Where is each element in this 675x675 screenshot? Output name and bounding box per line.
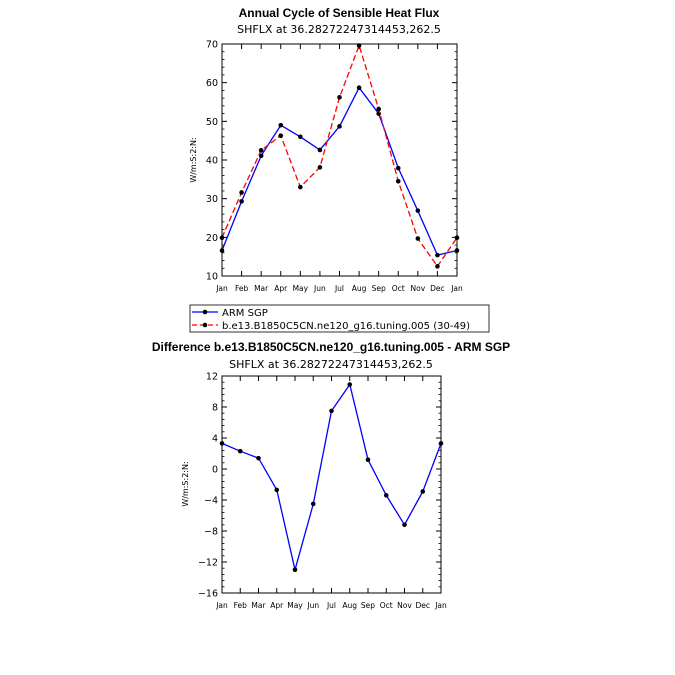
chart2-series-0-point (219, 441, 225, 446)
chart1-series-1-point (435, 264, 440, 269)
chart2-ytick-label: 12 (206, 372, 218, 383)
chart1-xtick-label: Nov (411, 284, 426, 293)
chart1-series-1-point (317, 165, 323, 170)
chart1-series-1-point (239, 190, 244, 195)
chart1-series-1-point (337, 95, 342, 100)
chart1-series-1-point (298, 184, 303, 190)
chart2-xtick-label: Oct (380, 601, 393, 610)
chart2-xtick-label: Apr (270, 601, 284, 610)
chart2-series-0-point (383, 493, 389, 498)
chart2-subtitle: SHFLX at 36.28272247314453,262.5 (229, 358, 433, 371)
chart2-plot-area: −16 −12 −8 −4 0 4 8 12 Jan Feb Mar Apr May Jun Jul Aug S… (198, 372, 447, 611)
chart2-xtick-label: Sep (361, 601, 375, 610)
chart2-series-0-point (329, 408, 334, 414)
chart2-xtick-label: Aug (342, 601, 357, 610)
chart1-series-1-point (376, 106, 381, 112)
chart1-xtick-label: Sep (372, 284, 386, 293)
chart2-ytick-label: −8 (204, 527, 218, 538)
chart1-series-0-point (454, 248, 460, 253)
chart2-series-0-point (402, 522, 407, 528)
chart2-xtick-label: Jan (434, 601, 447, 610)
chart1-legend: ARM SGP b.e13.B1850C5CN.ne120_g16.tuning… (189, 304, 490, 333)
chart1-series-0-point (395, 165, 401, 171)
chart1-xtick-label: Aug (352, 284, 367, 293)
chart2-y-axis-label: W/m:S:2:N: (181, 461, 190, 506)
chart1-series-0-point (278, 122, 284, 128)
chart1-xtick-label: Dec (430, 284, 445, 293)
chart1-series-line-0 (221, 87, 458, 256)
chart2-xtick-label: Feb (234, 601, 248, 610)
chart2-xtick-label: Jan (215, 601, 228, 610)
chart2-ytick-label: −16 (198, 589, 218, 600)
chart2-ytick-label: −12 (198, 558, 218, 569)
chart1-series-0-point (298, 134, 303, 140)
chart1-xtick-label: Jul (334, 284, 344, 293)
legend-marker-model (202, 322, 208, 328)
chart2-xtick-label: Mar (251, 601, 266, 610)
chart1-series-0-point (317, 147, 323, 153)
chart1-xtick-label: Apr (274, 284, 288, 293)
chart1-series-1-point (258, 148, 264, 153)
chart1-series-0-point (258, 153, 264, 159)
chart2-series-0-point (438, 441, 444, 446)
chart1-xtick-label: Oct (392, 284, 405, 293)
chart1-series-0-point (415, 208, 421, 213)
chart2-series-0-point (365, 457, 371, 463)
chart2-xtick-label: May (287, 601, 303, 610)
legend-label-model: b.e13.B1850C5CN.ne120_g16.tuning.005 (30… (222, 321, 470, 332)
chart2-title: Difference b.e13.B1850C5CN.ne120_g16.tun… (152, 340, 510, 354)
chart2-xtick-label: Nov (397, 601, 412, 610)
chart1-series-1-point (219, 235, 225, 241)
chart1-xtick-label: Jan (450, 284, 463, 293)
chart2-xtick-label: Dec (415, 601, 430, 610)
chart1-series-0-point (356, 85, 362, 90)
chart2-ytick-label: 8 (212, 403, 218, 414)
chart2-series-0-point (310, 501, 316, 507)
legend-frame (189, 304, 490, 333)
chart1-series-1-point (454, 235, 460, 241)
chart1-series-0-point (219, 248, 225, 253)
chart1-ytick-label: 60 (206, 78, 218, 89)
chart1-series-1-point (415, 236, 421, 241)
chart2-series-0-point (274, 487, 280, 493)
chart1-ytick-label: 30 (206, 194, 218, 205)
legend-marker-arm-sgp (202, 309, 208, 315)
legend-label-arm-sgp: ARM SGP (222, 308, 268, 319)
chart2-xtick-label: Jun (306, 601, 319, 610)
chart1-xtick-label: May (293, 284, 309, 293)
chart1-plot-area: 10 20 30 40 50 60 70 Jan Feb Mar Apr May Jun Jul Aug Se… (206, 40, 463, 294)
chart1-ytick-label: 70 (206, 40, 218, 51)
chart1-xtick-label: Jan (215, 284, 228, 293)
chart1-ytick-label: 50 (206, 117, 218, 128)
chart2-xtick-label: Jul (326, 601, 336, 610)
chart2-series-0-point (237, 448, 243, 454)
chart2-frame (221, 375, 442, 594)
chart1-series-1-point (356, 43, 362, 48)
chart1-series-0-point (376, 111, 381, 116)
chart1-series-0-point (435, 252, 440, 258)
chart1-xtick-label: Jun (313, 284, 326, 293)
chart2-series-0-point (420, 489, 426, 494)
chart2-ytick-label: 0 (212, 465, 218, 476)
chart2-ytick-label: −4 (204, 496, 218, 507)
chart2-series-0-point (347, 382, 353, 387)
chart1-title: Annual Cycle of Sensible Heat Flux (239, 6, 440, 20)
chart1-xtick-label: Feb (235, 284, 249, 293)
chart1-xtick-label: Mar (254, 284, 269, 293)
chart1-series-0-point (239, 199, 244, 204)
chart1-ytick-label: 10 (206, 272, 218, 283)
chart1-ytick-label: 40 (206, 156, 218, 167)
chart2-series-0-point (292, 567, 298, 573)
chart1-ytick-label: 20 (206, 233, 218, 244)
chart1-series-1-point (395, 178, 401, 184)
chart1-subtitle: SHFLX at 36.28272247314453,262.5 (237, 23, 441, 36)
chart1-y-axis-label: W/m:S:2:N: (189, 137, 198, 182)
chart1-series-0-point (337, 124, 342, 129)
chart2-series-0-point (256, 455, 261, 461)
chart2-ytick-label: 4 (212, 434, 218, 445)
chart1-series-line-1 (221, 44, 458, 267)
chart1-series-1-point (278, 133, 284, 138)
